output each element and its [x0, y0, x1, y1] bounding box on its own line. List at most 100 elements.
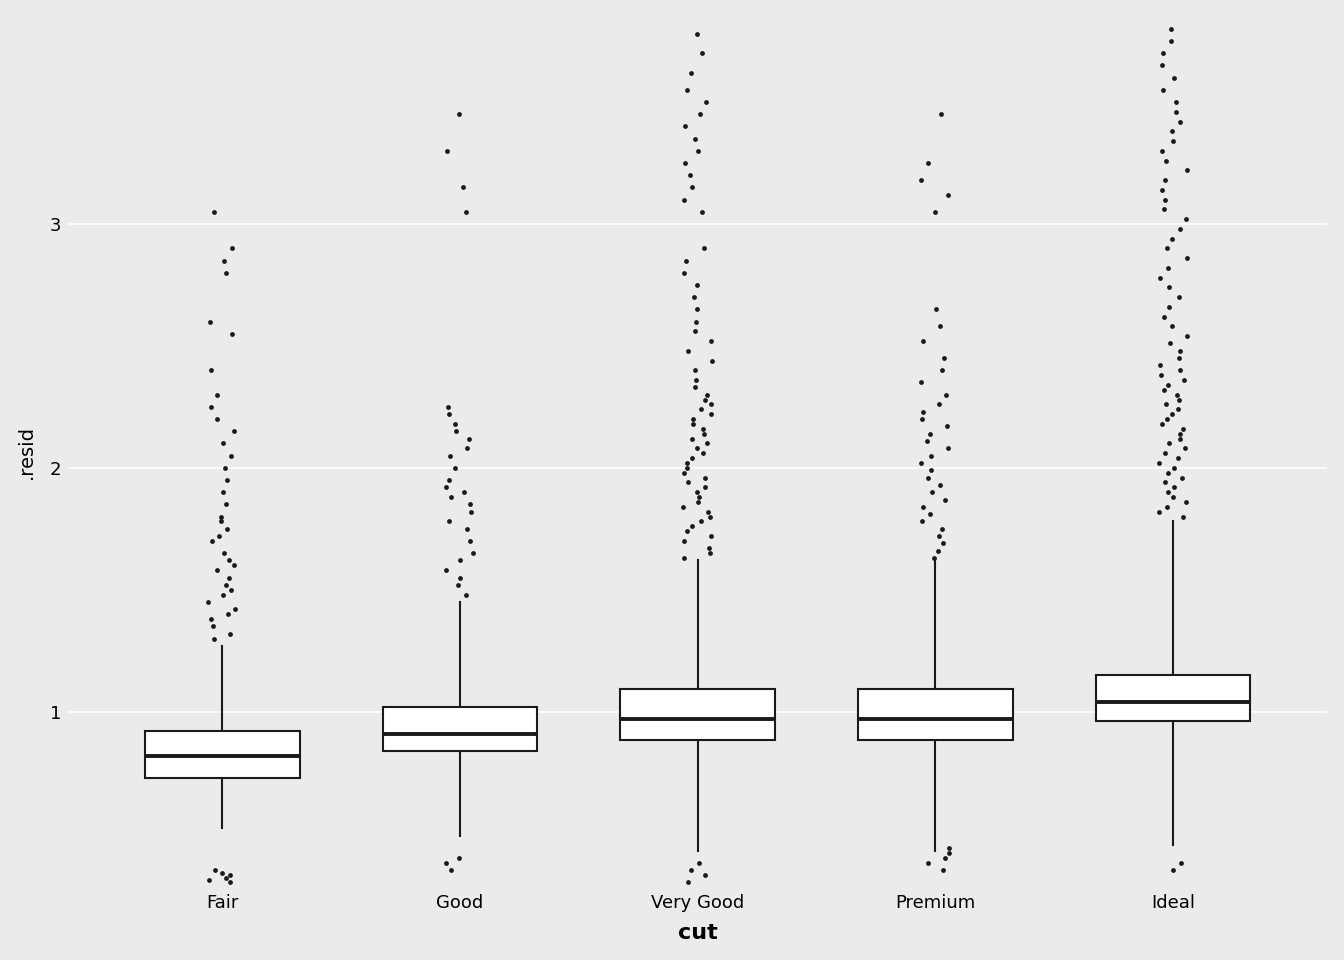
Point	[438, 406, 460, 421]
Point	[460, 496, 481, 512]
Point	[1152, 45, 1173, 60]
Point	[1167, 450, 1188, 466]
Point	[1149, 358, 1171, 373]
Point	[1169, 431, 1191, 446]
Point	[684, 131, 706, 146]
Point	[1161, 231, 1183, 247]
Point	[206, 563, 227, 578]
Point	[673, 499, 695, 515]
Point	[1175, 441, 1196, 456]
Point	[216, 521, 238, 537]
Point	[461, 504, 482, 519]
Point	[677, 343, 699, 358]
Point	[685, 277, 707, 293]
Point	[444, 460, 465, 475]
Point	[937, 441, 958, 456]
Point	[673, 550, 695, 565]
Point	[1159, 300, 1180, 315]
Y-axis label: .resid: .resid	[16, 425, 36, 479]
Point	[917, 433, 938, 448]
Point	[929, 528, 950, 543]
Point	[927, 543, 949, 559]
Point	[685, 441, 707, 456]
Point	[684, 324, 706, 339]
Point	[681, 518, 703, 534]
Point	[1173, 509, 1195, 524]
Point	[696, 436, 718, 451]
Point	[220, 241, 242, 256]
Point	[1164, 480, 1185, 495]
Point	[1154, 153, 1176, 168]
Point	[456, 587, 477, 602]
Point	[1152, 83, 1173, 98]
Bar	[145, 732, 300, 778]
Point	[681, 417, 703, 432]
Point	[198, 873, 219, 888]
Point	[456, 204, 477, 220]
Point	[202, 534, 223, 549]
Point	[462, 545, 484, 561]
Point	[930, 477, 952, 492]
Point	[219, 626, 241, 641]
Point	[913, 333, 934, 348]
Point	[694, 241, 715, 256]
Point	[698, 504, 719, 519]
Point	[1163, 490, 1184, 505]
Point	[919, 426, 941, 442]
Point	[449, 570, 470, 586]
Point	[1153, 382, 1175, 397]
Point	[219, 875, 241, 890]
Point	[206, 387, 227, 402]
Point	[931, 521, 953, 537]
Point	[700, 333, 722, 348]
Point	[1159, 279, 1180, 295]
Point	[215, 577, 237, 592]
Point	[224, 602, 246, 617]
Point	[1160, 336, 1181, 351]
Point	[1157, 485, 1179, 500]
Point	[930, 107, 952, 122]
Point	[449, 107, 470, 122]
Point	[692, 445, 714, 461]
Point	[934, 492, 956, 507]
Point	[438, 514, 460, 529]
Point	[1167, 401, 1188, 417]
Point	[200, 363, 222, 378]
Point	[676, 455, 698, 470]
Point	[938, 841, 960, 856]
Point	[1173, 372, 1195, 388]
Point	[1163, 862, 1184, 877]
Point	[938, 846, 960, 861]
Point	[449, 851, 470, 866]
Point	[685, 301, 707, 317]
Point	[449, 553, 470, 568]
Point	[688, 490, 710, 505]
Point	[684, 314, 706, 329]
Point	[1163, 70, 1184, 85]
Point	[216, 472, 238, 488]
Bar	[1095, 675, 1250, 722]
Point	[921, 485, 942, 500]
Point	[691, 45, 712, 60]
Point	[911, 514, 933, 529]
Point	[938, 187, 960, 203]
Point	[435, 480, 457, 495]
Point	[677, 875, 699, 890]
Point	[917, 855, 938, 871]
Point	[910, 374, 931, 390]
Point	[1176, 251, 1198, 266]
Point	[913, 404, 934, 420]
Point	[937, 419, 958, 434]
Point	[935, 387, 957, 402]
Point	[1175, 494, 1196, 510]
Point	[211, 865, 233, 880]
Point	[929, 319, 950, 334]
Bar	[621, 688, 775, 740]
Point	[1163, 133, 1184, 149]
Point	[218, 570, 239, 586]
Point	[223, 558, 245, 573]
Point	[1154, 173, 1176, 188]
Point	[1149, 270, 1171, 285]
Point	[923, 550, 945, 565]
Point	[699, 540, 720, 556]
